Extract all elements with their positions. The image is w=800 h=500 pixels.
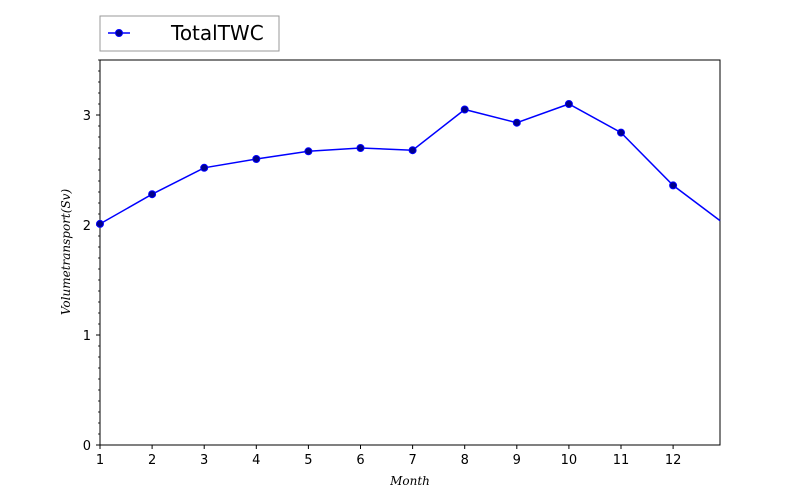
x-tick-label: 12	[665, 453, 682, 468]
x-tick-label: 1	[96, 453, 104, 468]
x-tick-label: 7	[408, 453, 416, 468]
x-tick-label: 3	[200, 453, 208, 468]
series-line	[99, 103, 721, 225]
data-point	[617, 128, 626, 137]
x-tick-label: 9	[513, 453, 521, 468]
legend-label: TotalTWC	[170, 21, 264, 45]
data-point	[200, 163, 209, 172]
data-point	[512, 118, 521, 127]
x-axis: 1 2 3 4 5 6 7 8 9 10 11 12	[96, 445, 682, 468]
legend: TotalTWC	[99, 15, 280, 52]
y-axis-title: Volumetransport(Sv)	[59, 189, 73, 316]
data-point	[460, 105, 469, 114]
x-tick-label: 5	[304, 453, 312, 468]
series-layer	[96, 100, 721, 228]
y-tick-label: 0	[83, 439, 91, 454]
x-tick-label: 4	[252, 453, 260, 468]
data-point	[252, 155, 261, 163]
x-axis-title: Month	[389, 474, 430, 488]
data-point	[564, 100, 573, 108]
y-tick-label: 2	[83, 219, 91, 234]
plot-frame	[99, 59, 721, 446]
legend-marker	[115, 29, 123, 37]
y-axis: 0 1 2 3	[83, 109, 100, 454]
x-tick-label: 8	[461, 453, 469, 468]
x-tick-label: 2	[148, 453, 156, 468]
y-tick-label: 3	[83, 109, 91, 124]
y-minor-ticks	[98, 59, 100, 435]
x-tick-label: 11	[613, 453, 630, 468]
plot-area	[99, 59, 721, 446]
data-point	[356, 144, 365, 152]
x-tick-label: 10	[561, 453, 578, 468]
x-tick-label: 6	[356, 453, 364, 468]
y-tick-label: 1	[83, 329, 91, 344]
data-point	[148, 190, 157, 199]
data-point	[408, 146, 417, 155]
data-point	[669, 181, 678, 190]
data-point	[96, 219, 104, 228]
data-point	[304, 147, 313, 156]
